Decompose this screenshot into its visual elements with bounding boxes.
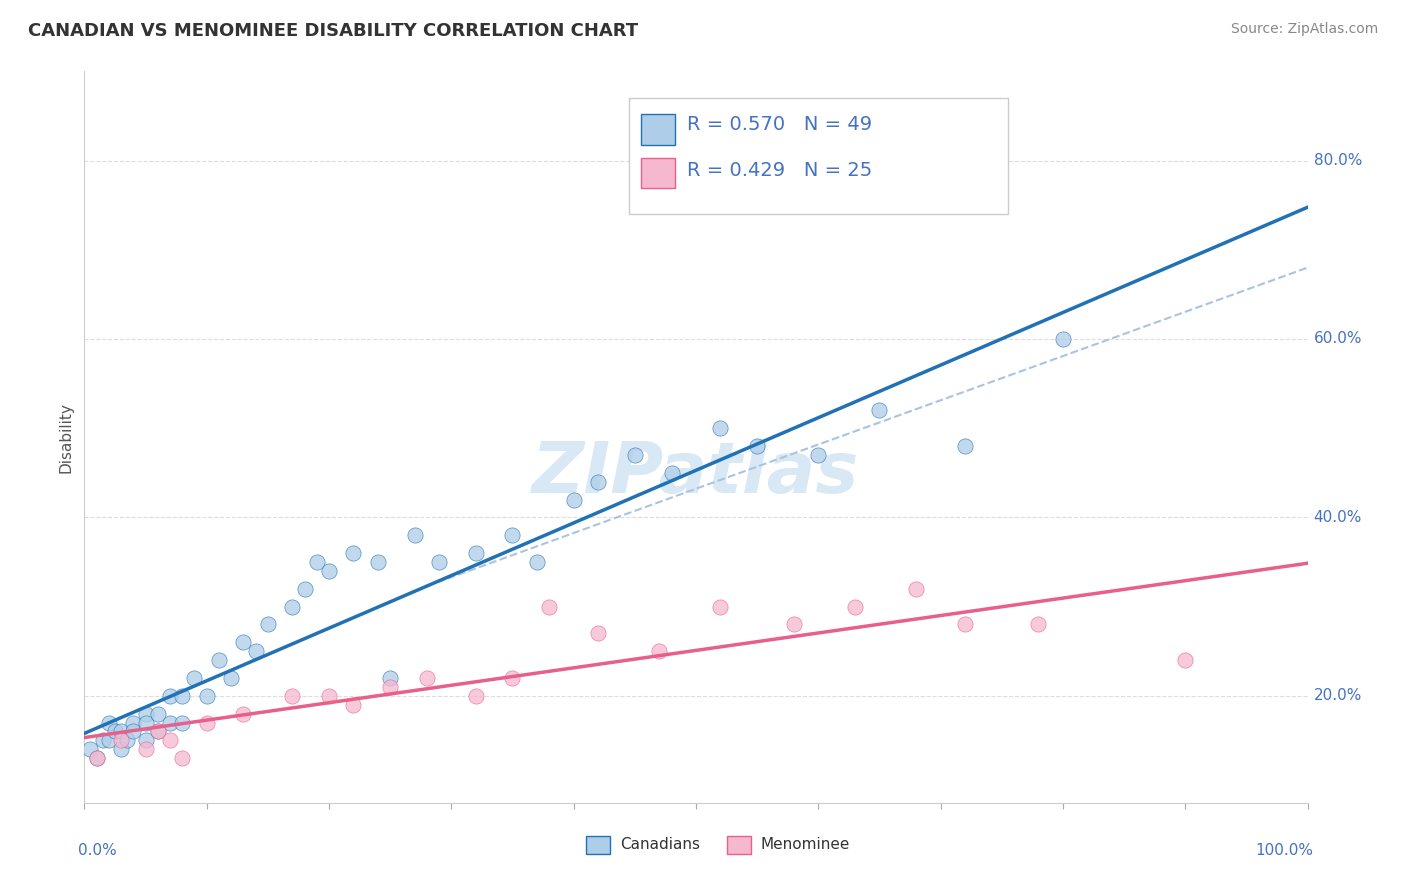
Point xyxy=(464,546,486,560)
Point xyxy=(91,733,114,747)
FancyBboxPatch shape xyxy=(586,836,610,854)
Point xyxy=(318,689,340,703)
Point xyxy=(135,715,157,730)
Point xyxy=(97,733,120,747)
Point xyxy=(110,724,132,739)
FancyBboxPatch shape xyxy=(628,98,1008,214)
Point xyxy=(380,680,402,694)
Point xyxy=(464,689,486,703)
Text: 100.0%: 100.0% xyxy=(1256,843,1313,858)
FancyBboxPatch shape xyxy=(641,158,675,188)
Point xyxy=(86,751,108,765)
Text: Canadians: Canadians xyxy=(620,837,700,852)
Point xyxy=(294,582,316,596)
Point xyxy=(1052,332,1074,346)
Text: ZIPatlas: ZIPatlas xyxy=(533,439,859,508)
Text: R = 0.429   N = 25: R = 0.429 N = 25 xyxy=(688,161,873,179)
Point xyxy=(747,439,769,453)
FancyBboxPatch shape xyxy=(641,114,675,145)
Point xyxy=(135,733,157,747)
Text: 0.0%: 0.0% xyxy=(79,843,117,858)
Point xyxy=(110,733,132,747)
Point xyxy=(648,644,671,658)
Text: R = 0.570   N = 49: R = 0.570 N = 49 xyxy=(688,114,873,134)
Point xyxy=(159,715,181,730)
Point xyxy=(380,671,402,685)
Point xyxy=(172,751,194,765)
Text: 40.0%: 40.0% xyxy=(1313,510,1362,524)
Point xyxy=(172,689,194,703)
Text: 60.0%: 60.0% xyxy=(1313,332,1362,346)
Point xyxy=(427,555,450,569)
Point xyxy=(905,582,928,596)
Point xyxy=(104,724,127,739)
Point xyxy=(526,555,548,569)
Point xyxy=(159,689,181,703)
Point xyxy=(281,689,304,703)
Point xyxy=(79,742,101,756)
Point xyxy=(172,715,194,730)
Point xyxy=(342,698,364,712)
Point xyxy=(709,599,731,614)
Point xyxy=(953,617,976,632)
Point xyxy=(844,599,866,614)
Point xyxy=(562,492,585,507)
Point xyxy=(342,546,364,560)
Point xyxy=(305,555,328,569)
Point xyxy=(183,671,205,685)
Point xyxy=(502,528,524,542)
Point xyxy=(159,733,181,747)
Point xyxy=(219,671,242,685)
Point xyxy=(232,706,254,721)
Text: 20.0%: 20.0% xyxy=(1313,689,1362,703)
Point xyxy=(1028,617,1050,632)
Point xyxy=(122,724,145,739)
Point xyxy=(661,466,683,480)
Text: Source: ZipAtlas.com: Source: ZipAtlas.com xyxy=(1230,22,1378,37)
Point xyxy=(110,742,132,756)
Point xyxy=(586,626,609,640)
Point xyxy=(709,421,731,435)
Point xyxy=(135,706,157,721)
Point xyxy=(783,617,806,632)
Point xyxy=(146,706,169,721)
Point xyxy=(281,599,304,614)
Point xyxy=(953,439,976,453)
Point xyxy=(195,715,218,730)
Text: CANADIAN VS MENOMINEE DISABILITY CORRELATION CHART: CANADIAN VS MENOMINEE DISABILITY CORRELA… xyxy=(28,22,638,40)
Point xyxy=(122,715,145,730)
Point xyxy=(208,653,231,667)
Point xyxy=(245,644,267,658)
Point xyxy=(318,564,340,578)
Text: 80.0%: 80.0% xyxy=(1313,153,1362,168)
Point xyxy=(135,742,157,756)
Point xyxy=(257,617,280,632)
Point xyxy=(502,671,524,685)
Point xyxy=(1174,653,1197,667)
Point xyxy=(195,689,218,703)
Point xyxy=(538,599,561,614)
Point xyxy=(404,528,426,542)
Point xyxy=(367,555,389,569)
Text: Menominee: Menominee xyxy=(761,837,851,852)
Point xyxy=(146,724,169,739)
Point xyxy=(97,715,120,730)
Point xyxy=(146,724,169,739)
Point xyxy=(624,448,647,462)
Y-axis label: Disability: Disability xyxy=(58,401,73,473)
Point xyxy=(586,475,609,489)
Point xyxy=(807,448,830,462)
Point xyxy=(86,751,108,765)
Point xyxy=(869,403,891,417)
Point xyxy=(416,671,439,685)
FancyBboxPatch shape xyxy=(727,836,751,854)
Point xyxy=(115,733,138,747)
Point xyxy=(232,635,254,649)
